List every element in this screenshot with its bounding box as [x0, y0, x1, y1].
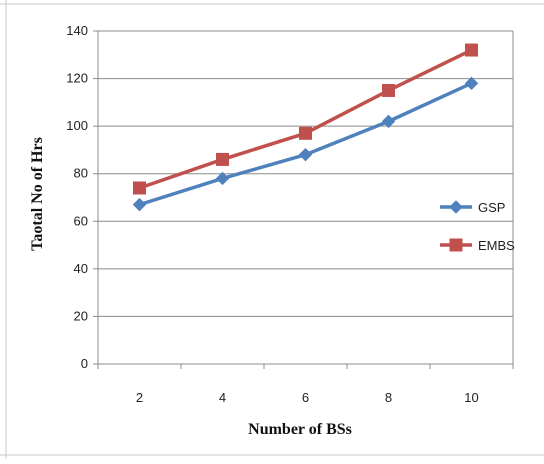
- y-tick-label-60: 60: [74, 213, 88, 228]
- legend-entry-gsp: GSP: [440, 200, 505, 215]
- x-tick-label-10: 10: [464, 390, 478, 405]
- legend-entry-embs: EMBS: [440, 238, 515, 253]
- x-tick-label-2: 2: [136, 390, 143, 405]
- point-gsp-8: [381, 114, 396, 129]
- legend-label-embs: EMBS: [478, 238, 515, 253]
- series-gsp: [132, 76, 479, 212]
- y-tick-label-140: 140: [66, 23, 88, 38]
- legend-marker-gsp: [449, 200, 463, 214]
- y-tick-label-0: 0: [81, 356, 88, 371]
- y-tick-label-20: 20: [74, 308, 88, 323]
- series: [132, 43, 479, 212]
- y-tick-label-100: 100: [66, 118, 88, 133]
- point-gsp-10: [464, 76, 479, 91]
- point-embs-10: [465, 43, 478, 57]
- point-gsp-4: [215, 171, 230, 186]
- y-tick-label-40: 40: [74, 261, 88, 276]
- y-tick-label-80: 80: [74, 166, 88, 181]
- x-tick-label-8: 8: [385, 390, 392, 405]
- gridlines: [98, 30, 513, 317]
- series-embs: [133, 43, 478, 195]
- x-axis-title: Number of BSs: [248, 421, 352, 438]
- x-tick-label-6: 6: [302, 390, 309, 405]
- legend: GSP EMBS: [440, 200, 515, 253]
- legend-label-gsp: GSP: [478, 200, 505, 215]
- legend-marker-embs: [449, 238, 463, 252]
- point-embs-6: [299, 126, 312, 140]
- point-gsp-6: [298, 147, 313, 162]
- x-tick-label-4: 4: [219, 390, 226, 405]
- point-embs-8: [382, 83, 395, 97]
- point-embs-2: [133, 181, 146, 195]
- series-line-gsp: [138, 81, 473, 207]
- series-line-embs: [138, 48, 473, 190]
- y-axis-title: Taotal No of Hrs: [29, 137, 46, 251]
- point-gsp-2: [132, 197, 147, 212]
- axes: [93, 30, 514, 369]
- tick-labels: 0 20 40 60 80 100 120 140 2 4 6 8 10: [66, 23, 478, 405]
- point-embs-4: [216, 152, 229, 166]
- y-tick-label-120: 120: [66, 71, 88, 86]
